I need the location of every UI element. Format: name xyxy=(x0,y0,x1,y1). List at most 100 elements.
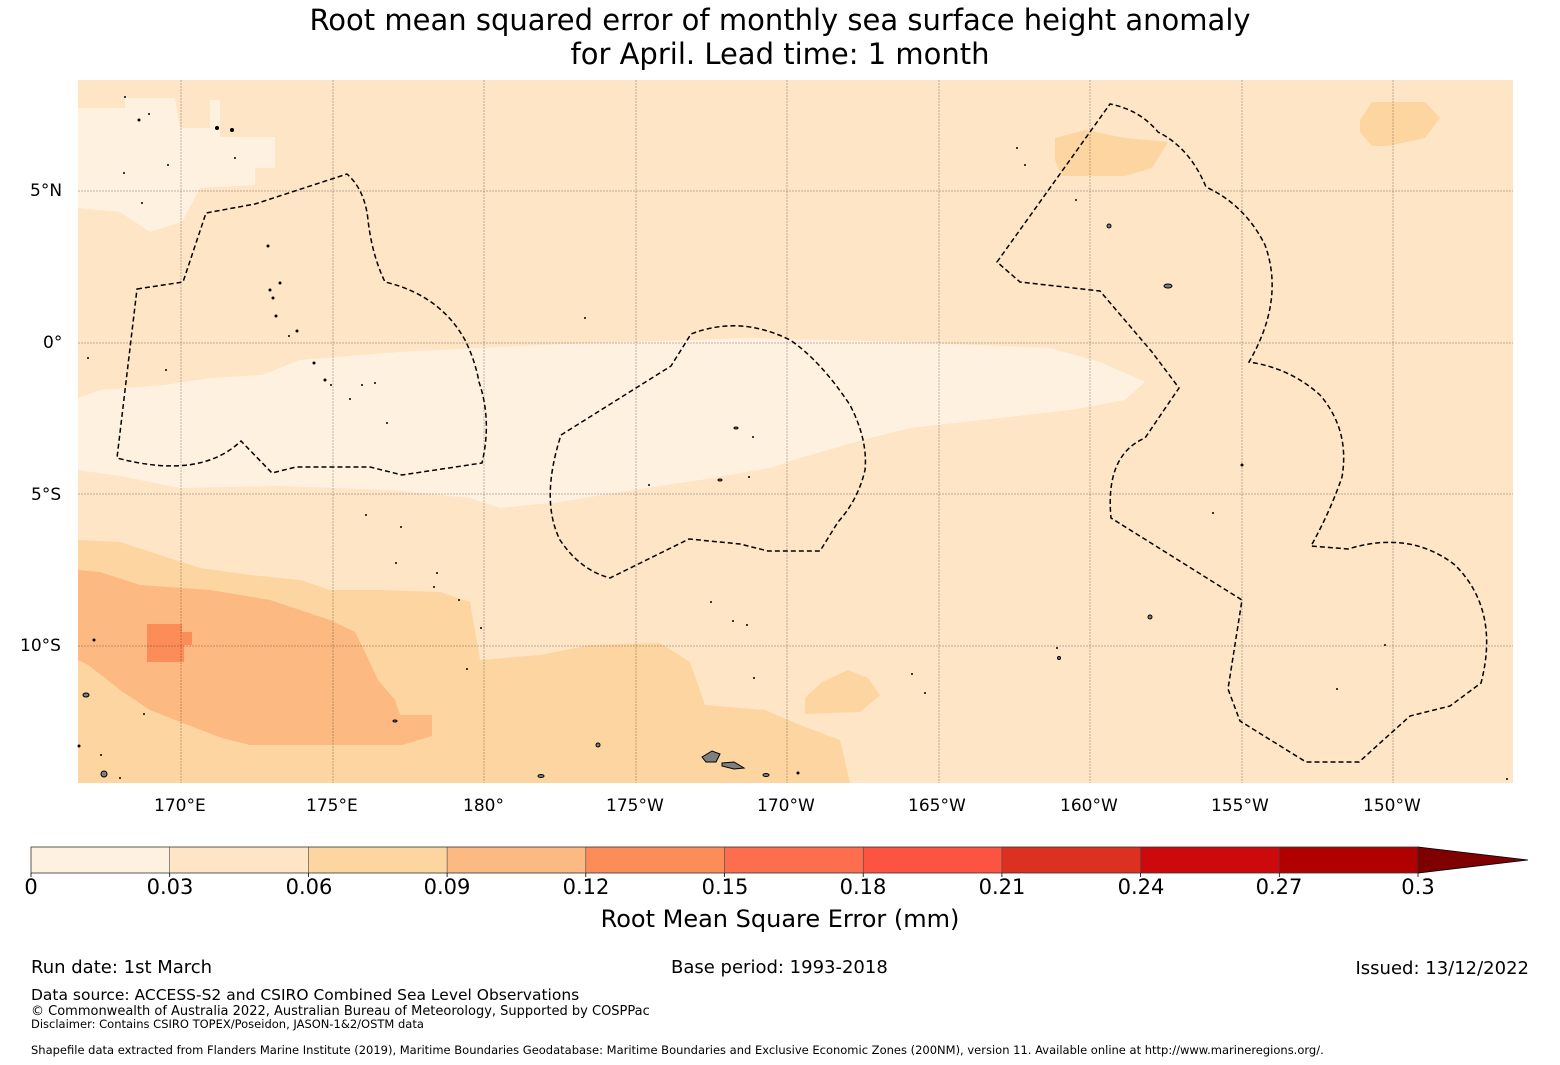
atoll xyxy=(349,398,351,400)
colorbar-segment xyxy=(585,847,725,873)
atoll xyxy=(752,436,754,438)
rmse-field xyxy=(78,80,1513,783)
colorbar-tick-label: 0 xyxy=(24,875,38,899)
atoll xyxy=(480,627,482,629)
lon-label-180: 180° xyxy=(463,796,504,816)
rmse-region-high-sw xyxy=(78,570,432,745)
rmse-region-low-nw xyxy=(78,98,275,232)
rmse-region-very-high xyxy=(147,624,192,662)
lon-label-175e: 175°E xyxy=(306,796,358,816)
atoll xyxy=(796,771,800,775)
atoll xyxy=(753,677,755,679)
lon-label-165w: 165°W xyxy=(908,796,966,816)
atoll xyxy=(400,526,402,528)
colorbar-segment xyxy=(1140,847,1280,873)
island-small-1 xyxy=(82,692,90,698)
atoll xyxy=(732,620,734,622)
atoll xyxy=(648,484,650,486)
island-small-6 xyxy=(595,742,601,748)
atoll xyxy=(230,128,234,132)
colorbar-tick-label: 0.03 xyxy=(146,875,194,899)
atoll xyxy=(100,754,102,756)
atoll xyxy=(271,296,275,300)
island-small-4 xyxy=(1106,223,1112,229)
atoll xyxy=(466,668,468,670)
atoll xyxy=(143,713,145,715)
lat-label-5s: 5°S xyxy=(31,485,62,505)
atoll xyxy=(361,384,363,386)
atoll xyxy=(323,378,327,382)
chart-title-line-2: for April. Lead time: 1 month xyxy=(570,37,990,71)
copyright-notice: © Commonwealth of Australia 2022, Austra… xyxy=(31,1004,650,1019)
colorbar-segment xyxy=(169,847,309,873)
colorbar-segment xyxy=(724,847,864,873)
issued-date: Issued: 13/12/2022 xyxy=(1355,958,1529,979)
run-date: Run date: 1st March xyxy=(31,957,213,978)
colorbar-tick-label: 0.3 xyxy=(1401,875,1435,899)
atoll xyxy=(266,244,270,248)
atoll xyxy=(584,317,586,319)
lon-label-175w: 175°W xyxy=(606,796,664,816)
atoll xyxy=(1056,647,1058,649)
eez-boundary-west xyxy=(116,173,488,476)
atoll xyxy=(365,514,367,516)
atoll xyxy=(274,314,278,318)
colorbar-segment xyxy=(31,847,171,873)
atoll xyxy=(1240,463,1244,467)
atoll xyxy=(374,382,376,384)
colorbar-tick-label: 0.27 xyxy=(1255,875,1303,899)
base-period: Base period: 1993-2018 xyxy=(671,957,888,978)
lat-label-0: 0° xyxy=(43,333,63,353)
atoll xyxy=(395,562,397,564)
colorbar-segment xyxy=(1279,847,1419,873)
atoll xyxy=(119,777,121,779)
atoll xyxy=(92,638,96,642)
atoll xyxy=(77,744,81,748)
atoll xyxy=(1384,644,1386,646)
atoll xyxy=(1024,164,1026,166)
island-small-8 xyxy=(537,774,545,778)
island-small-10 xyxy=(1057,656,1061,660)
atoll xyxy=(1212,512,1214,514)
atoll xyxy=(1506,778,1508,780)
island-small-7 xyxy=(762,773,770,777)
rmse-region-low-equator xyxy=(78,338,1145,508)
atoll xyxy=(234,157,236,159)
atoll xyxy=(312,361,316,365)
atoll xyxy=(165,369,167,371)
colorbar-extend-arrow xyxy=(1417,846,1529,874)
eez-boundaries xyxy=(116,103,1488,763)
atolls xyxy=(77,96,1508,780)
atoll xyxy=(268,288,272,292)
atoll xyxy=(123,172,125,174)
atoll xyxy=(295,329,299,333)
shapefile-citation: Shapefile data extracted from Flanders M… xyxy=(31,1043,1324,1057)
atoll xyxy=(748,476,750,478)
island-small-11 xyxy=(733,426,739,430)
colorbar-tick-label: 0.12 xyxy=(562,875,610,899)
eez-boundary-east xyxy=(995,103,1488,763)
lon-label-170e: 170°E xyxy=(154,796,206,816)
atoll xyxy=(911,673,913,675)
island-small-2 xyxy=(100,770,108,778)
island-small-9 xyxy=(392,719,398,723)
atoll xyxy=(330,384,332,386)
atoll xyxy=(710,601,712,603)
atoll xyxy=(386,422,388,424)
island-small-12 xyxy=(717,478,723,482)
atoll xyxy=(1336,688,1338,690)
colorbar-tick-label: 0.18 xyxy=(839,875,887,899)
colorbar-segment xyxy=(863,847,1003,873)
atoll xyxy=(215,126,219,130)
data-source: Data source: ACCESS-S2 and CSIRO Combine… xyxy=(31,986,580,1004)
atoll xyxy=(137,118,141,122)
colorbar xyxy=(30,846,1529,877)
rmse-region-mid-patch-1 xyxy=(805,670,880,714)
colorbar-label: Root Mean Square Error (mm) xyxy=(600,905,960,933)
island-samoa-2 xyxy=(721,761,746,770)
atoll xyxy=(278,281,282,285)
lat-label-5n: 5°N xyxy=(30,181,63,201)
atoll xyxy=(167,164,169,166)
island-small-5 xyxy=(1147,614,1153,620)
